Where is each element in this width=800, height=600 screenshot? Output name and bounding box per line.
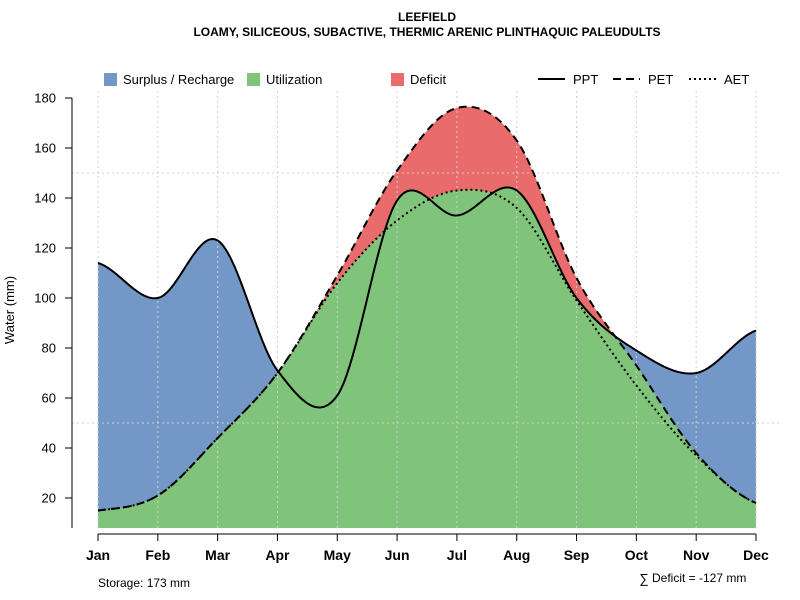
- storage-label: Storage: 173 mm: [98, 576, 190, 590]
- legend-line-label: AET: [724, 72, 749, 87]
- y-tick-label: 100: [34, 291, 56, 306]
- y-axis-label: Water (mm): [2, 276, 17, 344]
- x-tick-label: Nov: [683, 547, 710, 563]
- x-tick-label: Apr: [265, 547, 290, 563]
- ppt-line: [97, 186, 757, 409]
- legend-line-label: PPT: [573, 72, 598, 87]
- x-tick-label: Sep: [564, 547, 590, 563]
- x-tick-label: May: [324, 547, 351, 563]
- series-lines: [97, 105, 757, 512]
- y-tick-label: 20: [42, 491, 56, 506]
- y-tick-label: 60: [42, 391, 56, 406]
- x-tick-label: Oct: [625, 547, 649, 563]
- y-tick-label: 180: [34, 91, 56, 106]
- legend-swatch: [247, 73, 260, 86]
- legend-line-label: PET: [648, 72, 673, 87]
- x-tick-label: Dec: [743, 547, 769, 563]
- y-tick-label: 120: [34, 241, 56, 256]
- y-tick-label: 40: [42, 441, 56, 456]
- x-tick-label: Jul: [447, 547, 467, 563]
- y-tick-label: 80: [42, 341, 56, 356]
- legend-label: Deficit: [410, 72, 447, 87]
- x-tick-label: Mar: [205, 547, 230, 563]
- chart-subtitle: LOAMY, SILICEOUS, SUBACTIVE, THERMIC ARE…: [193, 25, 660, 39]
- legend-label: Utilization: [266, 72, 322, 87]
- y-tick-label: 160: [34, 141, 56, 156]
- x-tick-label: Feb: [145, 547, 170, 563]
- legend-label: Surplus / Recharge: [123, 72, 234, 87]
- area-fills: [98, 106, 756, 528]
- axes: [65, 97, 757, 541]
- legend-swatch: [391, 73, 404, 86]
- utilization-area: [98, 187, 756, 528]
- pet-line: [97, 105, 757, 512]
- grid-lines: [72, 91, 782, 528]
- deficit-sum-symbol: ∑: [639, 571, 648, 586]
- chart-title: LEEFIELD: [398, 10, 456, 24]
- legend-swatch: [104, 73, 117, 86]
- legend: Surplus / Recharge Utilization Deficit PPT P…: [104, 72, 749, 87]
- surplus-area-upper: [98, 187, 756, 511]
- y-tick-label: 140: [34, 191, 56, 206]
- x-tick-label: Jan: [86, 547, 110, 563]
- deficit-label: Deficit = -127 mm: [652, 571, 746, 585]
- x-tick-label: Aug: [503, 547, 530, 563]
- tick-labels: 20 40 60 80 100 120 140 160 180 Jan Feb Mar Apr May Ju…: [34, 91, 769, 564]
- x-tick-label: Jun: [385, 547, 410, 563]
